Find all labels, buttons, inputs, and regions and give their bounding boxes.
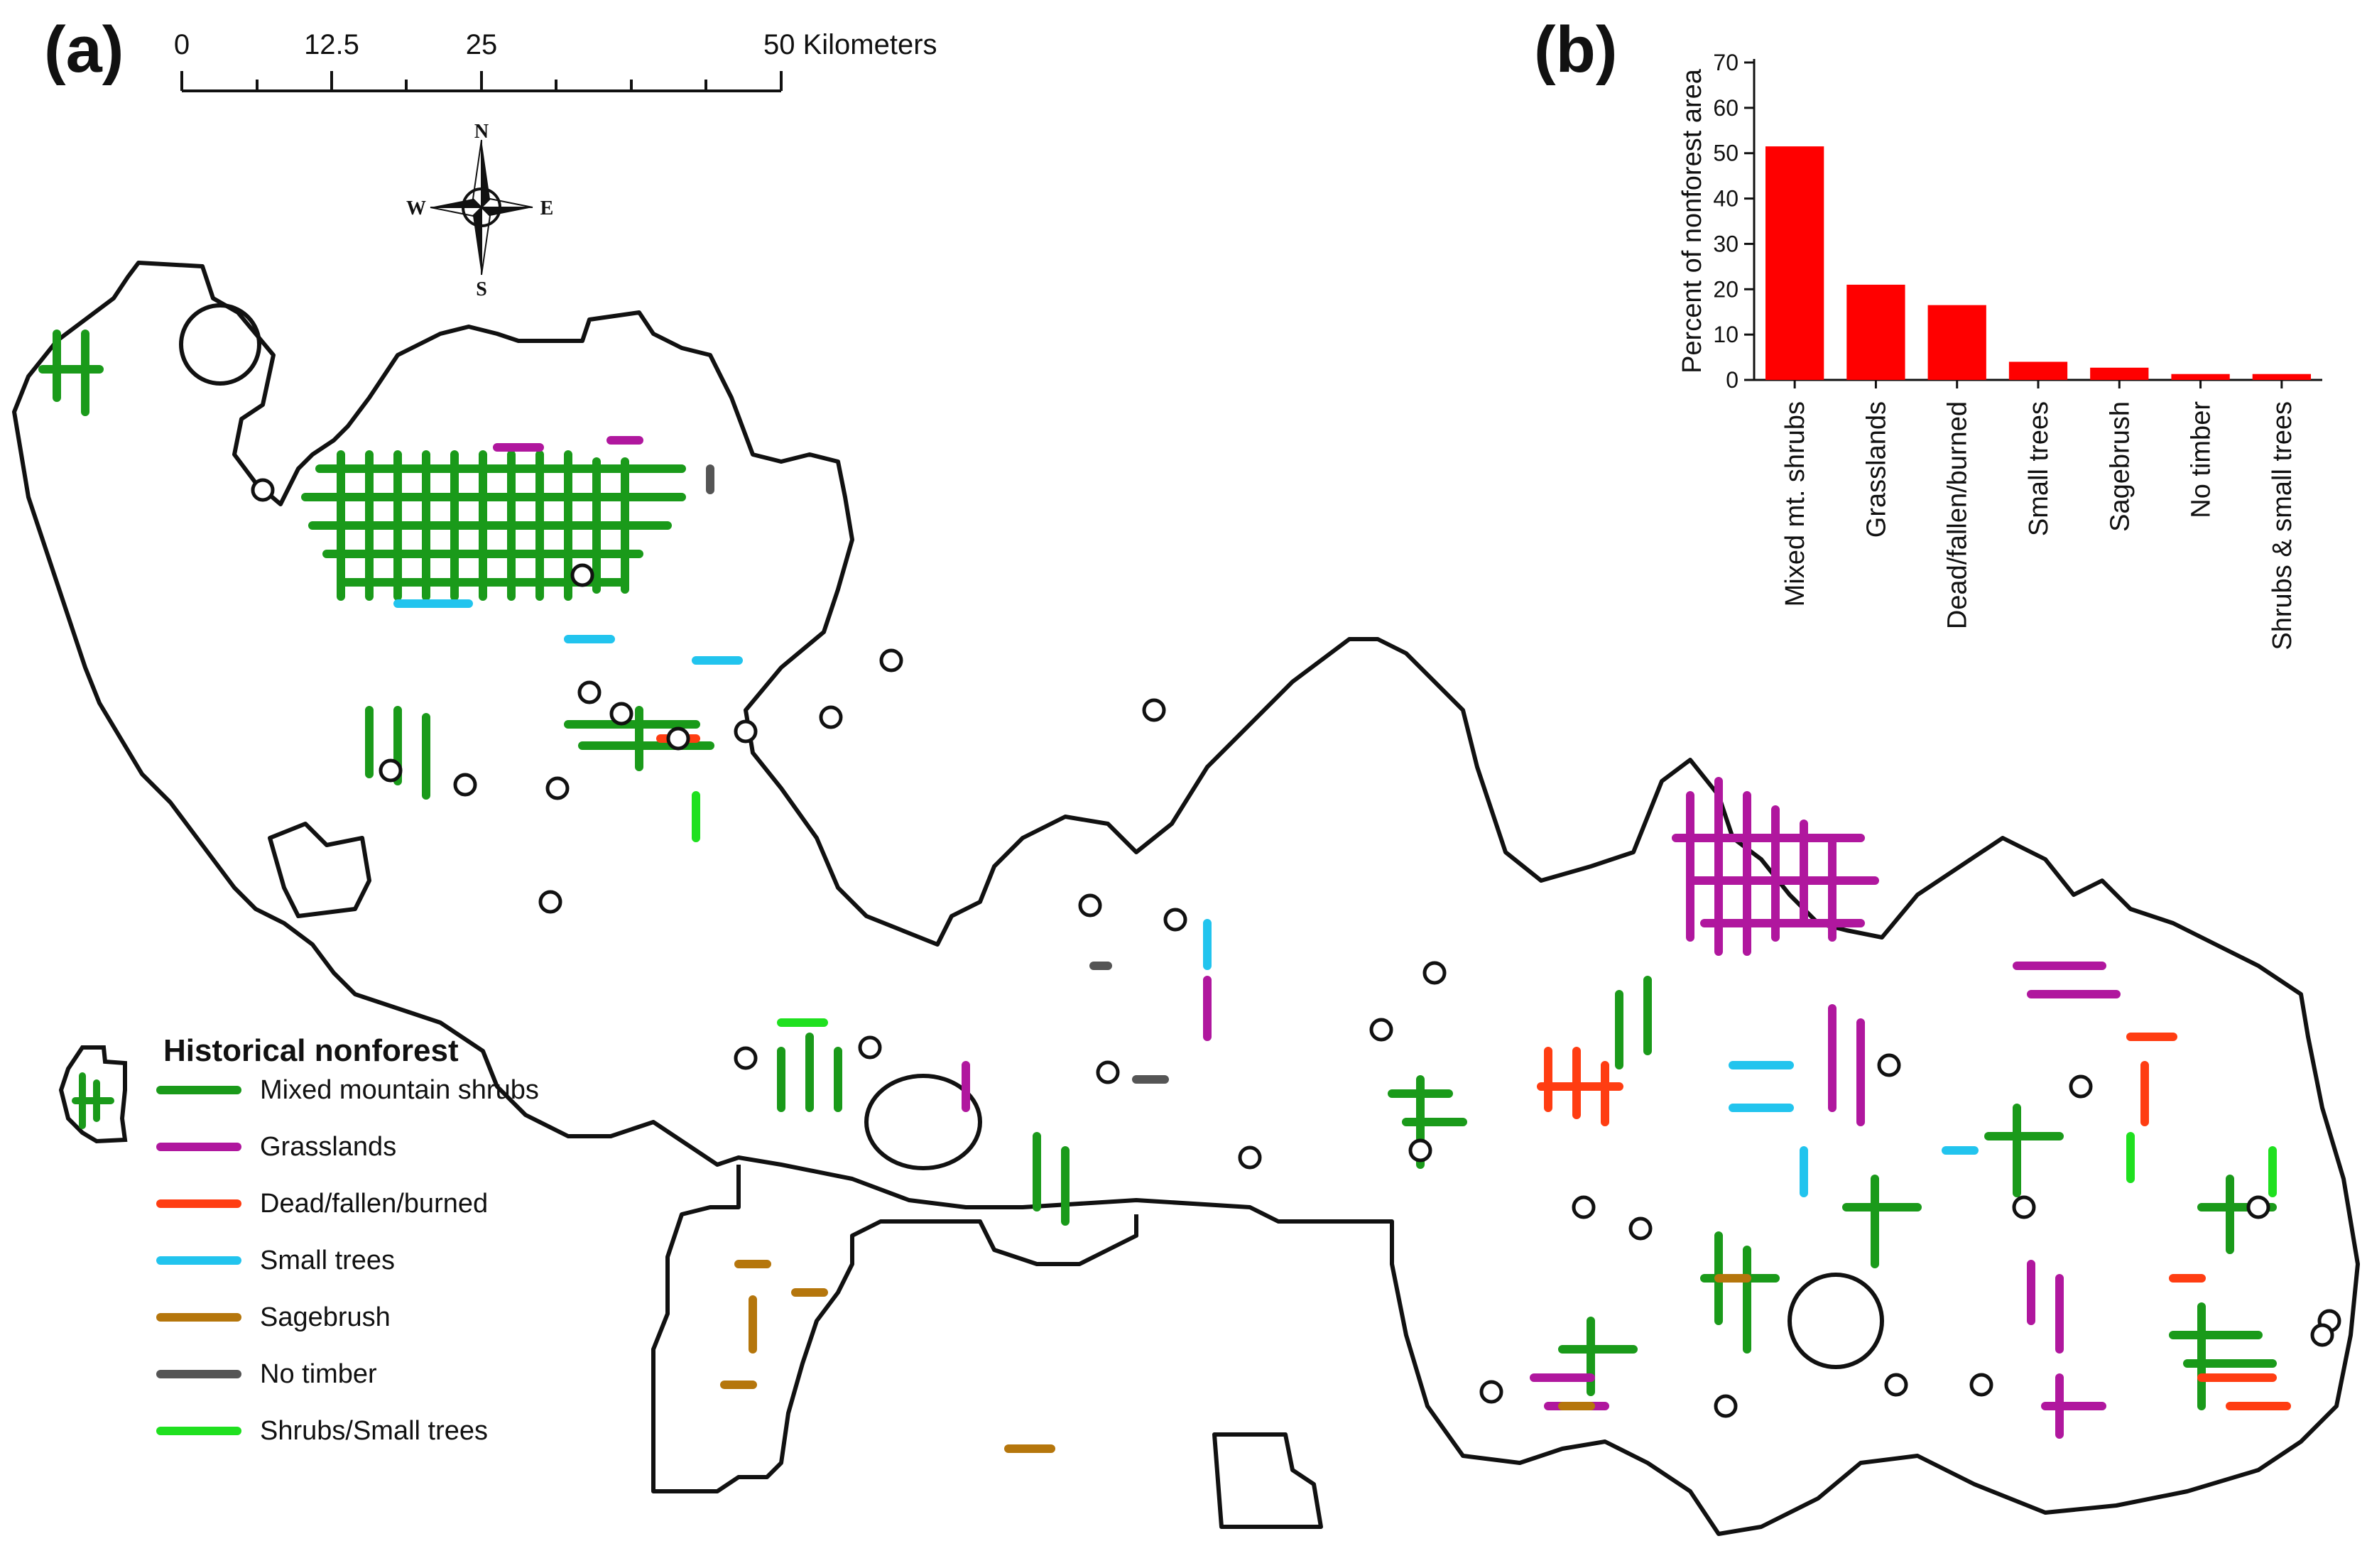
- bar: [2090, 367, 2149, 380]
- legend-swatch: [156, 1313, 241, 1322]
- scale-bar: 0 12.5 25 50 Kilometers: [174, 29, 937, 92]
- y-tick-label: 10: [1713, 322, 1738, 347]
- legend-item-sagebrush: Sagebrush: [156, 1296, 391, 1339]
- bar: [2171, 374, 2230, 380]
- shrubs-small-trees-features: [692, 791, 2277, 1197]
- mixed-mountain-shrubs-features: [38, 330, 2277, 1410]
- legend-label: Dead/fallen/burned: [260, 1188, 489, 1219]
- x-category-label: No timber: [2187, 401, 2216, 518]
- legend-swatch: [156, 1086, 241, 1094]
- legend-swatch: [156, 1143, 241, 1151]
- legend-item-mixed-mountain-shrubs: Mixed mountain shrubs: [156, 1069, 539, 1111]
- nonforest-features: [38, 330, 2291, 1453]
- x-category-label: Small trees: [2024, 401, 2054, 536]
- scale-label-25: 25: [466, 29, 498, 60]
- bar: [1927, 305, 1986, 380]
- scale-label-50-km: 50 Kilometers: [763, 29, 937, 60]
- y-tick-label: 40: [1713, 186, 1738, 212]
- legend-label: Sagebrush: [260, 1302, 391, 1332]
- y-tick-label: 20: [1713, 276, 1738, 302]
- legend-item-no-timber: No timber: [156, 1353, 377, 1395]
- compass-e: E: [540, 197, 554, 219]
- bar: [1765, 146, 1824, 380]
- legend-item-grasslands: Grasslands: [156, 1126, 396, 1168]
- bar: [2252, 374, 2311, 380]
- panel-a-label: (a): [44, 13, 124, 86]
- y-tick-label: 0: [1726, 367, 1738, 393]
- x-category-label: Sagebrush: [2105, 401, 2135, 532]
- panel-b-label: (b): [1534, 13, 1618, 86]
- legend-swatch: [156, 1199, 241, 1208]
- legend-item-dead-fallen-burned: Dead/fallen/burned: [156, 1182, 488, 1225]
- grasslands-features: [493, 436, 2121, 1439]
- compass-w: W: [406, 197, 426, 219]
- x-category-label: Mixed mt. shrubs: [1780, 401, 1810, 606]
- legend-swatch: [156, 1256, 241, 1265]
- chart-bars: [1765, 146, 2311, 380]
- compass-s: S: [476, 278, 487, 300]
- no-timber-features: [706, 464, 1169, 1084]
- legend-label: No timber: [260, 1359, 377, 1389]
- legend-swatch: [156, 1427, 241, 1435]
- x-category-label: Grasslands: [1861, 401, 1891, 538]
- legend-label: Mixed mountain shrubs: [260, 1074, 539, 1105]
- legend-label: Shrubs/Small trees: [260, 1415, 489, 1446]
- legend-item-small-trees: Small trees: [156, 1239, 395, 1282]
- legend-region-icon: [58, 1045, 128, 1144]
- y-tick-label: 50: [1713, 141, 1738, 166]
- bar: [2008, 361, 2068, 380]
- x-category-label: Shrubs & small trees: [2268, 401, 2297, 650]
- study-area-boundary: [12, 261, 2360, 1536]
- chart-labels: Mixed mt. shrubs Grasslands Dead/fallen/bu…: [1780, 401, 2297, 650]
- y-tick-label: 60: [1713, 95, 1738, 121]
- y-axis-title: Percent of nonforest area: [1677, 68, 1707, 374]
- legend-title: Historical nonforest: [163, 1033, 459, 1068]
- compass-n: N: [474, 121, 489, 143]
- x-category-label: Dead/fallen/burned: [1943, 401, 1973, 629]
- legend-label: Small trees: [260, 1245, 396, 1275]
- legend-label: Grasslands: [260, 1131, 397, 1162]
- bar: [1846, 284, 1905, 380]
- legend-item-shrubs-small-trees: Shrubs/Small trees: [156, 1410, 488, 1452]
- small-trees-features: [393, 599, 1979, 1197]
- y-tick-label: 30: [1713, 231, 1738, 256]
- legend-swatch: [156, 1370, 241, 1378]
- sagebrush-features: [720, 1260, 1751, 1453]
- compass-rose-icon: N S E W: [406, 121, 553, 300]
- scale-label-12-5: 12.5: [304, 29, 359, 60]
- scale-label-0: 0: [174, 29, 190, 60]
- plot-markers: [251, 478, 2341, 1418]
- y-tick-label: 70: [1713, 50, 1738, 75]
